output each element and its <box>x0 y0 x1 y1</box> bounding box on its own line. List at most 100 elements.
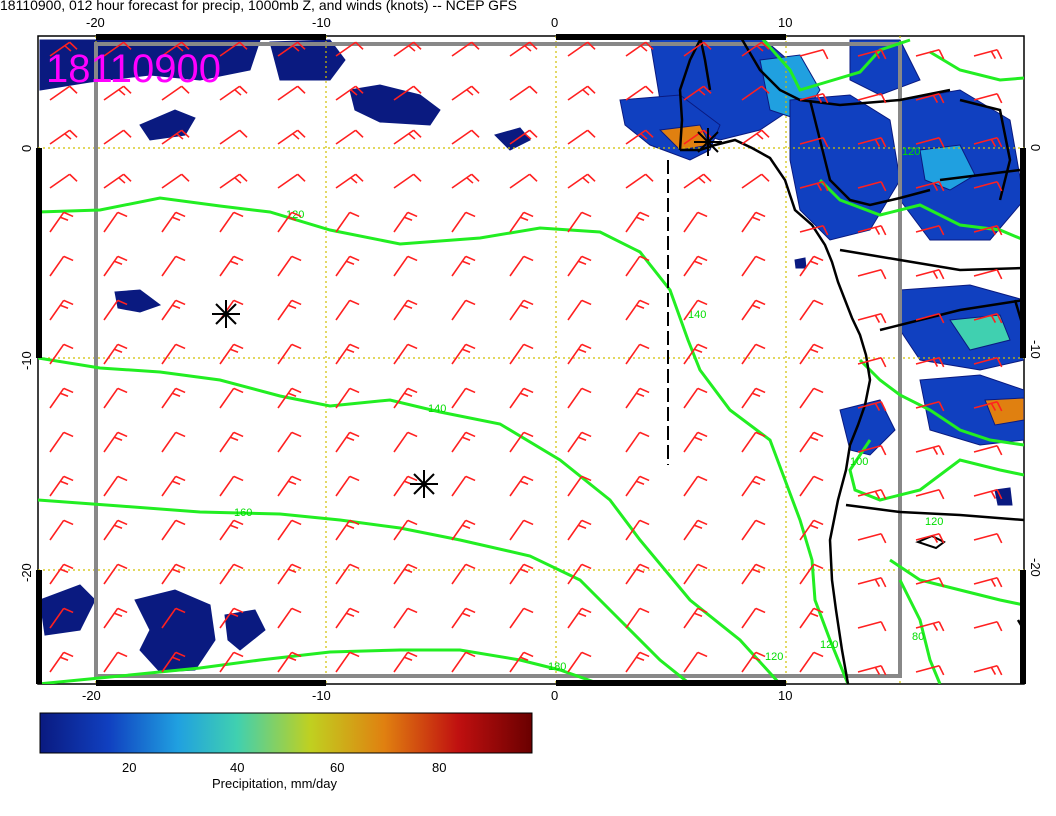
wind-barb <box>973 445 1003 456</box>
wind-barb <box>103 519 128 541</box>
wind-barb <box>683 563 708 585</box>
wind-barb <box>335 387 360 409</box>
wind-barb <box>567 387 592 409</box>
wind-barb <box>393 607 418 629</box>
wind-barb <box>335 475 360 497</box>
wind-barb <box>161 129 190 145</box>
wind-barb <box>915 93 945 104</box>
wind-barb <box>451 563 476 585</box>
wind-barb <box>103 651 128 673</box>
wind-barb <box>49 519 74 541</box>
wind-barb <box>857 489 887 500</box>
wind-barb <box>393 299 418 321</box>
storm-markers <box>212 128 722 498</box>
wind-barb <box>509 41 538 57</box>
precip-patch <box>919 374 1024 446</box>
wind-barb <box>451 651 476 673</box>
wind-barb <box>277 519 302 541</box>
wind-barb <box>451 85 480 101</box>
colorbar <box>39 712 533 754</box>
precip-patch <box>139 109 196 141</box>
wind-barb <box>625 519 650 541</box>
wind-barb <box>625 129 654 145</box>
wind-barb <box>509 519 534 541</box>
wind-barb <box>567 651 592 673</box>
wind-barb <box>799 299 824 321</box>
wind-barb <box>161 563 186 585</box>
wind-barb <box>335 519 360 541</box>
wind-barb <box>683 343 708 365</box>
wind-barb <box>973 357 1003 368</box>
wind-barb <box>161 173 190 189</box>
wind-barb <box>161 475 186 497</box>
wind-barb <box>973 137 1003 148</box>
contour-line <box>38 648 601 684</box>
contour-label: 180 <box>548 661 566 673</box>
wind-barb <box>335 173 364 189</box>
wind-barb <box>799 387 824 409</box>
wind-barb <box>857 225 887 236</box>
wind-barb <box>857 577 887 588</box>
wind-barb <box>741 563 766 585</box>
wind-barb <box>509 129 538 145</box>
axis-bars <box>36 34 1026 686</box>
wind-barb <box>857 445 887 456</box>
wind-barb <box>567 475 592 497</box>
wind-barb <box>915 665 945 676</box>
wind-barb <box>683 387 708 409</box>
wind-barb <box>683 85 712 101</box>
wind-barb <box>451 343 476 365</box>
wind-barb <box>451 299 476 321</box>
wind-barb <box>741 475 766 497</box>
wind-barb <box>625 85 654 101</box>
wind-barb <box>857 401 887 412</box>
wind-barb <box>451 431 476 453</box>
wind-barb <box>161 299 186 321</box>
wind-barb <box>103 41 132 57</box>
wind-barb <box>277 475 302 497</box>
wind-barb <box>509 173 538 189</box>
wind-barb <box>103 343 128 365</box>
wind-barb <box>277 85 306 101</box>
wind-barb <box>973 269 1003 280</box>
wind-barb <box>49 607 74 629</box>
y-tick-right: -20 <box>1028 558 1043 577</box>
contour-line <box>858 358 1024 447</box>
wind-barb <box>741 211 766 233</box>
precip-patch <box>919 144 976 191</box>
marker-asterisk <box>410 470 438 498</box>
wind-barb <box>161 651 186 673</box>
wind-barb <box>973 533 1003 544</box>
precip-patch <box>224 609 266 651</box>
wind-barb <box>973 313 1003 324</box>
wind-barb <box>973 401 1003 412</box>
wind-barb <box>915 357 945 368</box>
wind-barb <box>103 85 132 101</box>
wind-barb <box>625 431 650 453</box>
wind-barb <box>103 563 128 585</box>
wind-barb <box>277 607 302 629</box>
wind-barb <box>509 255 534 277</box>
wind-barb <box>741 387 766 409</box>
wind-barb <box>161 211 186 233</box>
wind-barb <box>335 607 360 629</box>
wind-barb <box>567 299 592 321</box>
wind-barb <box>277 41 306 57</box>
colorbar-label: Precipitation, mm/day <box>212 776 337 791</box>
wind-barb <box>567 431 592 453</box>
wind-barb <box>49 85 78 101</box>
wind-barb <box>567 607 592 629</box>
wind-barb <box>683 173 712 189</box>
wind-barb <box>857 533 887 544</box>
y-tick-left: -10 <box>19 351 34 370</box>
precip-patch <box>494 127 531 151</box>
wind-barb <box>683 475 708 497</box>
wind-barb <box>219 211 244 233</box>
wind-barb <box>161 343 186 365</box>
wind-barb <box>857 665 887 676</box>
wind-barb <box>741 173 770 189</box>
wind-barb <box>103 129 132 145</box>
wind-barb <box>567 563 592 585</box>
wind-barb <box>973 489 1003 500</box>
